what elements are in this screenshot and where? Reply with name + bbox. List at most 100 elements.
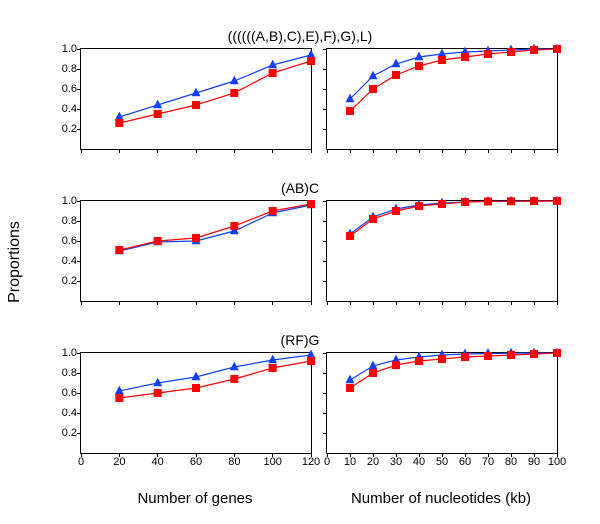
x-tick-label: 20 xyxy=(367,453,379,468)
series-marker-red xyxy=(369,85,377,93)
y-tick-label: 0.6 xyxy=(62,387,81,399)
series-line-red xyxy=(119,61,311,123)
series-line-blue xyxy=(119,55,311,117)
x-tick-label: 100 xyxy=(548,453,566,468)
y-tick-label: 0.8 xyxy=(62,367,81,379)
panel-r1-right xyxy=(326,200,558,302)
series-marker-red xyxy=(484,352,492,360)
series-line-blue xyxy=(119,205,311,251)
series-marker-red xyxy=(507,197,515,205)
x-tick-label: 100 xyxy=(263,453,281,468)
x-tick-label: 0 xyxy=(324,453,330,468)
series-marker-red xyxy=(192,384,200,392)
x-tick-label: 60 xyxy=(459,453,471,468)
x-tick-label: 40 xyxy=(413,453,425,468)
series-line-blue xyxy=(350,201,557,234)
series-marker-red xyxy=(530,46,538,54)
panel-r0-left: 0.20.40.60.81.0 xyxy=(80,48,312,150)
x-axis-label-left: Number of genes xyxy=(80,490,310,507)
series-marker-red xyxy=(115,394,123,402)
series-marker-red xyxy=(192,234,200,242)
y-tick-label: 0.4 xyxy=(62,407,81,419)
y-tick-label: 0.4 xyxy=(62,255,81,267)
y-tick-label: 1.0 xyxy=(62,43,81,55)
series-marker-red xyxy=(507,351,515,359)
series-marker-red xyxy=(115,246,123,254)
series-marker-red xyxy=(530,197,538,205)
series-marker-red xyxy=(530,350,538,358)
y-tick-label: 1.0 xyxy=(62,195,81,207)
series-marker-red xyxy=(553,349,561,357)
x-tick-label: 0 xyxy=(78,453,84,468)
series-marker-red xyxy=(346,232,354,240)
row-title-1: (AB)C xyxy=(0,180,600,196)
series-marker-red xyxy=(461,353,469,361)
series-marker-red xyxy=(230,222,238,230)
x-tick-label: 40 xyxy=(152,453,164,468)
series-marker-blue xyxy=(438,49,447,58)
x-axis-label-right: Number of nucleotides (kb) xyxy=(326,490,556,507)
series-marker-red xyxy=(269,364,277,372)
y-axis-label: Proportions xyxy=(6,221,24,303)
series-marker-red xyxy=(392,207,400,215)
x-tick-label: 20 xyxy=(113,453,125,468)
series-line-blue xyxy=(119,355,311,391)
series-marker-red xyxy=(415,357,423,365)
series-marker-red xyxy=(461,53,469,61)
y-tick-label: 0.8 xyxy=(62,63,81,75)
x-tick-label: 80 xyxy=(228,453,240,468)
y-tick-label: 0.8 xyxy=(62,215,81,227)
series-marker-red xyxy=(154,110,162,118)
series-marker-red xyxy=(553,197,561,205)
panel-r1-left: 0.20.40.60.81.0 xyxy=(80,200,312,302)
series-marker-red xyxy=(484,50,492,58)
x-tick-label: 10 xyxy=(344,453,356,468)
series-marker-red xyxy=(192,101,200,109)
series-marker-blue xyxy=(268,355,277,364)
series-marker-red xyxy=(154,237,162,245)
series-marker-red xyxy=(438,200,446,208)
x-tick-label: 70 xyxy=(482,453,494,468)
series-marker-red xyxy=(507,48,515,56)
series-marker-blue xyxy=(307,350,316,359)
x-tick-label: 120 xyxy=(302,453,320,468)
series-marker-red xyxy=(307,57,315,65)
y-tick-label: 0.6 xyxy=(62,83,81,95)
series-marker-blue xyxy=(346,375,355,384)
x-tick-label: 60 xyxy=(190,453,202,468)
series-marker-red xyxy=(154,389,162,397)
series-marker-red xyxy=(438,56,446,64)
series-marker-red xyxy=(307,200,315,208)
series-marker-red xyxy=(115,119,123,127)
y-tick-label: 0.6 xyxy=(62,235,81,247)
row-title-2: (RF)G xyxy=(0,332,600,348)
series-marker-red xyxy=(346,384,354,392)
series-marker-red xyxy=(230,375,238,383)
panel-r2-left: 0.20.40.60.81.0020406080100120 xyxy=(80,352,312,454)
series-marker-red xyxy=(230,89,238,97)
series-marker-red xyxy=(307,357,315,365)
series-marker-blue xyxy=(415,52,424,61)
series-line-red xyxy=(350,201,557,236)
y-tick-label: 0.2 xyxy=(62,123,81,135)
series-marker-red xyxy=(484,198,492,206)
x-tick-label: 30 xyxy=(390,453,402,468)
row-title-0: ((((((A,B),C),E),F),G),L) xyxy=(0,28,600,44)
y-tick-label: 0.2 xyxy=(62,275,81,287)
x-tick-label: 50 xyxy=(436,453,448,468)
y-tick-label: 0.4 xyxy=(62,103,81,115)
panel-r0-right xyxy=(326,48,558,150)
series-marker-red xyxy=(392,71,400,79)
figure-root: Proportions { "ylabel": "Proportions", "… xyxy=(0,0,600,524)
series-line-red xyxy=(350,353,557,388)
series-marker-red xyxy=(369,215,377,223)
series-line-blue xyxy=(350,353,557,380)
panel-r2-right: 0102030405060708090100 xyxy=(326,352,558,454)
series-marker-red xyxy=(461,198,469,206)
series-marker-red xyxy=(269,69,277,77)
series-marker-red xyxy=(415,62,423,70)
series-marker-red xyxy=(392,361,400,369)
series-marker-red xyxy=(415,202,423,210)
series-marker-red xyxy=(269,207,277,215)
x-tick-label: 90 xyxy=(528,453,540,468)
